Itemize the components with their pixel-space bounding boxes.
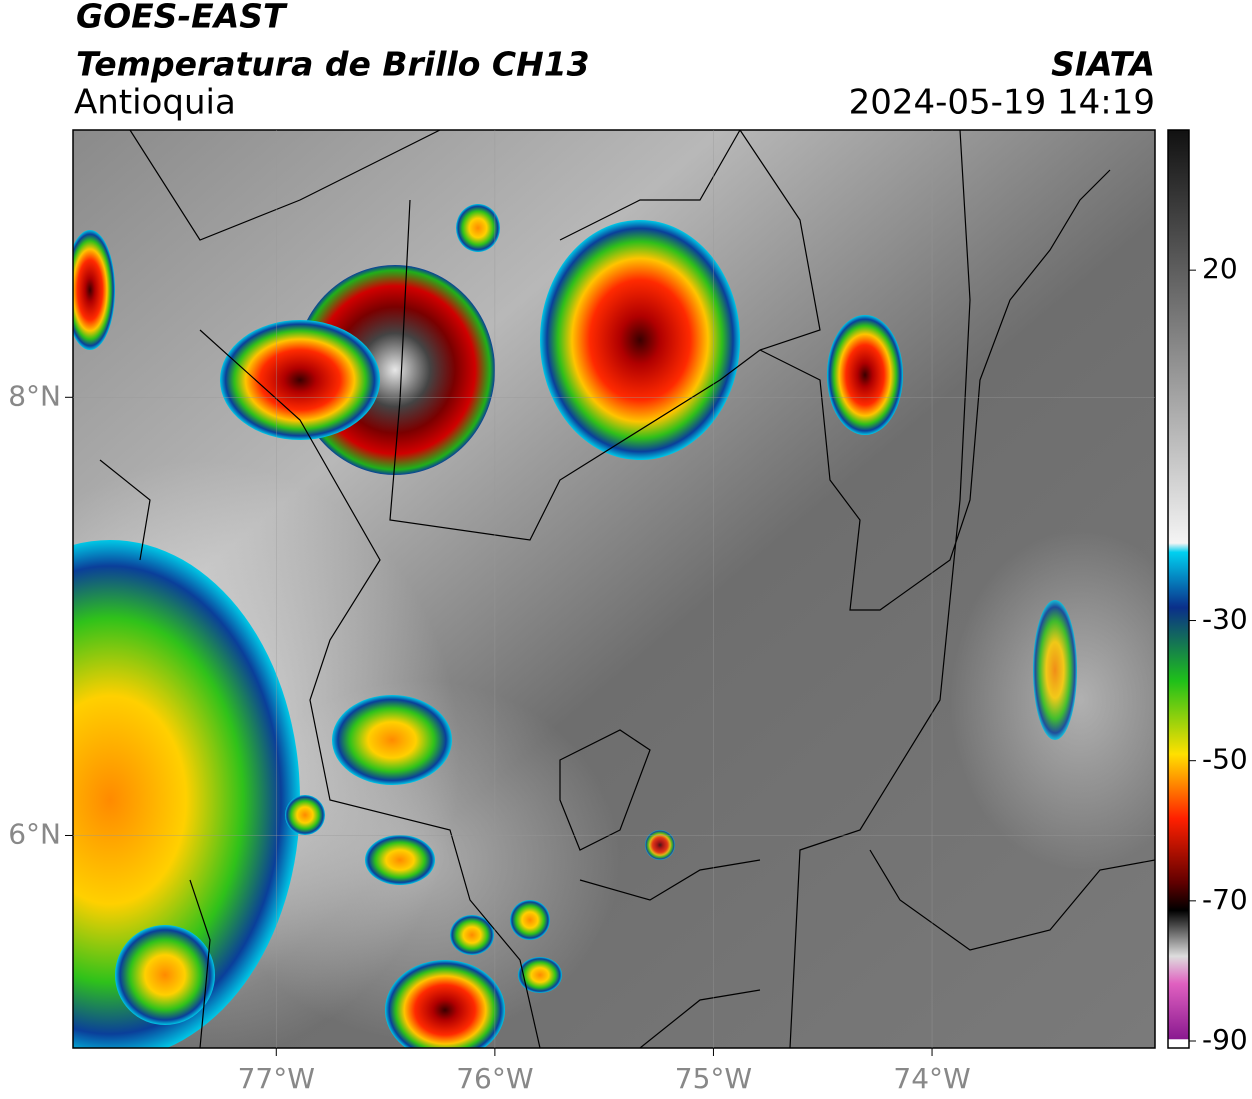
- x-tick-label: 76°W: [456, 1062, 533, 1095]
- x-tick-label: 77°W: [238, 1062, 315, 1095]
- colorbar-tick-label: -50: [1202, 743, 1248, 776]
- satellite: GOES-EAST: [76, 0, 288, 36]
- colorbar-tick-label: -90: [1202, 1023, 1248, 1056]
- imagery: [73, 130, 1155, 1048]
- colorbar-tick-label: -30: [1202, 603, 1248, 636]
- y-tick-label: 8°N: [8, 379, 61, 412]
- source: SIATA: [1051, 45, 1155, 84]
- x-tick-label: 74°W: [893, 1062, 970, 1095]
- y-tick-label: 6°N: [8, 817, 61, 850]
- region: Antioquia: [74, 83, 236, 123]
- map-frame: [72, 129, 1156, 1049]
- x-tick-label: 75°W: [675, 1062, 752, 1095]
- colorbar-tick-label: 20: [1202, 252, 1238, 285]
- colorbar: [1167, 129, 1190, 1049]
- product: Temperatura de Brillo CH13: [76, 45, 590, 84]
- datetime: 2024-05-19 14:19: [849, 83, 1155, 123]
- colorbar-tick-label: -70: [1202, 883, 1248, 916]
